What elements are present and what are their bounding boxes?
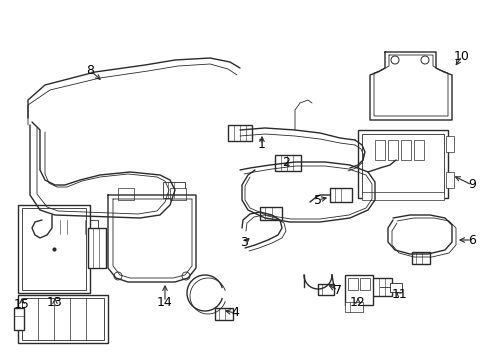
Text: 14: 14 xyxy=(157,296,173,309)
Bar xyxy=(361,192,443,200)
Bar xyxy=(260,207,282,220)
Bar xyxy=(445,136,453,152)
Bar xyxy=(215,308,232,320)
Bar xyxy=(413,140,423,160)
Bar xyxy=(22,298,104,340)
Bar xyxy=(55,220,75,234)
Bar xyxy=(393,154,411,168)
Bar xyxy=(18,205,90,293)
Text: 4: 4 xyxy=(231,306,239,320)
Text: 3: 3 xyxy=(240,237,247,249)
Text: 9: 9 xyxy=(467,179,475,192)
Bar xyxy=(317,284,333,295)
Bar xyxy=(345,275,372,305)
Bar xyxy=(367,278,391,296)
Text: 5: 5 xyxy=(313,194,321,207)
Bar xyxy=(274,155,301,171)
Text: 1: 1 xyxy=(258,139,265,152)
Bar xyxy=(118,188,134,200)
Bar xyxy=(411,252,429,264)
Text: 7: 7 xyxy=(333,284,341,297)
Bar xyxy=(88,228,106,268)
Bar xyxy=(22,208,86,290)
Text: 11: 11 xyxy=(391,288,407,302)
Bar xyxy=(357,130,447,198)
Bar xyxy=(389,283,401,292)
Text: 2: 2 xyxy=(282,156,289,168)
Bar xyxy=(400,140,410,160)
Bar xyxy=(227,125,251,141)
Text: 6: 6 xyxy=(467,234,475,247)
Text: 13: 13 xyxy=(47,296,63,309)
Text: 8: 8 xyxy=(86,63,94,77)
Bar xyxy=(345,302,362,312)
Bar xyxy=(359,278,369,290)
Bar xyxy=(445,172,453,188)
Bar xyxy=(80,220,98,234)
Bar xyxy=(361,134,443,194)
Text: 15: 15 xyxy=(14,298,30,311)
Bar xyxy=(347,278,357,290)
Text: 10: 10 xyxy=(453,49,469,63)
Bar xyxy=(170,188,185,200)
Bar xyxy=(329,188,351,202)
Bar xyxy=(163,182,184,198)
Text: 12: 12 xyxy=(349,296,365,309)
Bar xyxy=(387,140,397,160)
Bar xyxy=(374,140,384,160)
Bar xyxy=(14,308,24,330)
Bar xyxy=(18,295,108,343)
